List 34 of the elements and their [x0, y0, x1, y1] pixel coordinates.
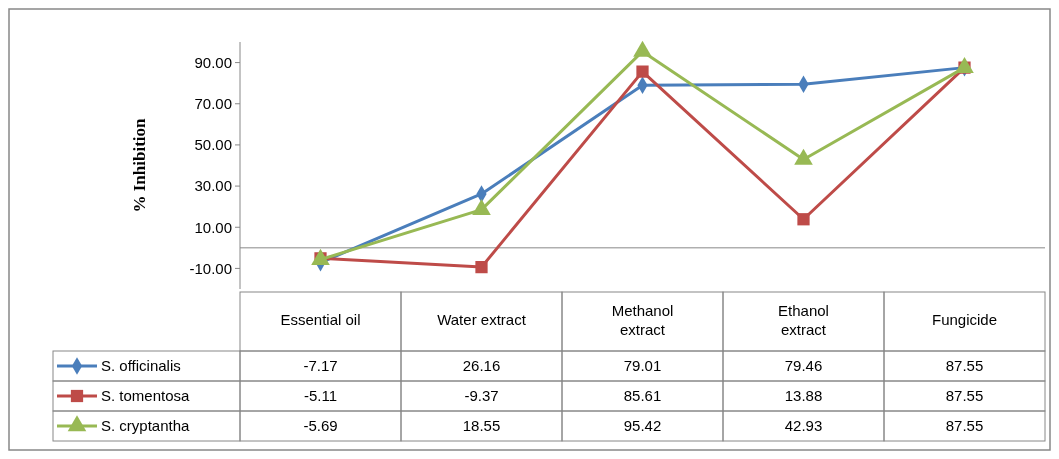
- legend-label: S. cryptantha: [101, 417, 191, 435]
- data-label: -5.11: [303, 387, 338, 405]
- data-label: 87.55: [945, 387, 984, 405]
- data-label: 42.93: [784, 417, 823, 435]
- data-label: 95.42: [623, 417, 662, 435]
- data-label: 87.55: [945, 417, 984, 435]
- point: [475, 261, 488, 274]
- data-label: 85.61: [623, 387, 662, 405]
- data-label: 18.55: [462, 417, 501, 435]
- data-label: 79.46: [784, 357, 823, 375]
- x-tick-label: Water extract: [437, 311, 527, 329]
- x-tick-label: Methanol extract: [611, 302, 674, 339]
- data-label: 87.55: [945, 357, 984, 375]
- point: [636, 65, 649, 78]
- y-axis-title: % Inhibition: [130, 117, 149, 213]
- data-label: -7.17: [303, 357, 338, 375]
- x-tick-label: Fungicide: [931, 311, 998, 329]
- data-label: -5.69: [303, 417, 338, 435]
- x-tick-label: Ethanol extract: [778, 302, 829, 339]
- data-label: -9.37: [464, 387, 499, 405]
- legend-label: S. tomentosa: [101, 387, 191, 405]
- y-tick-label: -10.00: [189, 259, 232, 277]
- data-table: Essential oil Water extract Methanol extract Ethanol extract Fungicide S. officinalis -7.17 26.16 79.01 79.46 87.55 S. tomentosa -5.11 -9.37 85.61 13.88 87.55 S. cryptantha -5.69 18.55 95.42 42.93 87.55: [52, 291, 1046, 442]
- legend-label: S. officinalis: [101, 357, 181, 375]
- y-tick-label: 70.00: [194, 95, 232, 112]
- data-label: 13.88: [784, 387, 823, 405]
- x-tick-label: Essential oil: [280, 311, 361, 329]
- point: [797, 213, 810, 226]
- y-tick-label: 10.00: [194, 218, 232, 236]
- y-tick-label: 50.00: [194, 136, 232, 154]
- data-label: 79.01: [623, 357, 662, 375]
- data-label: 26.16: [462, 357, 501, 375]
- y-tick-label: 90.00: [194, 53, 232, 71]
- y-tick-label: 30.00: [194, 177, 232, 195]
